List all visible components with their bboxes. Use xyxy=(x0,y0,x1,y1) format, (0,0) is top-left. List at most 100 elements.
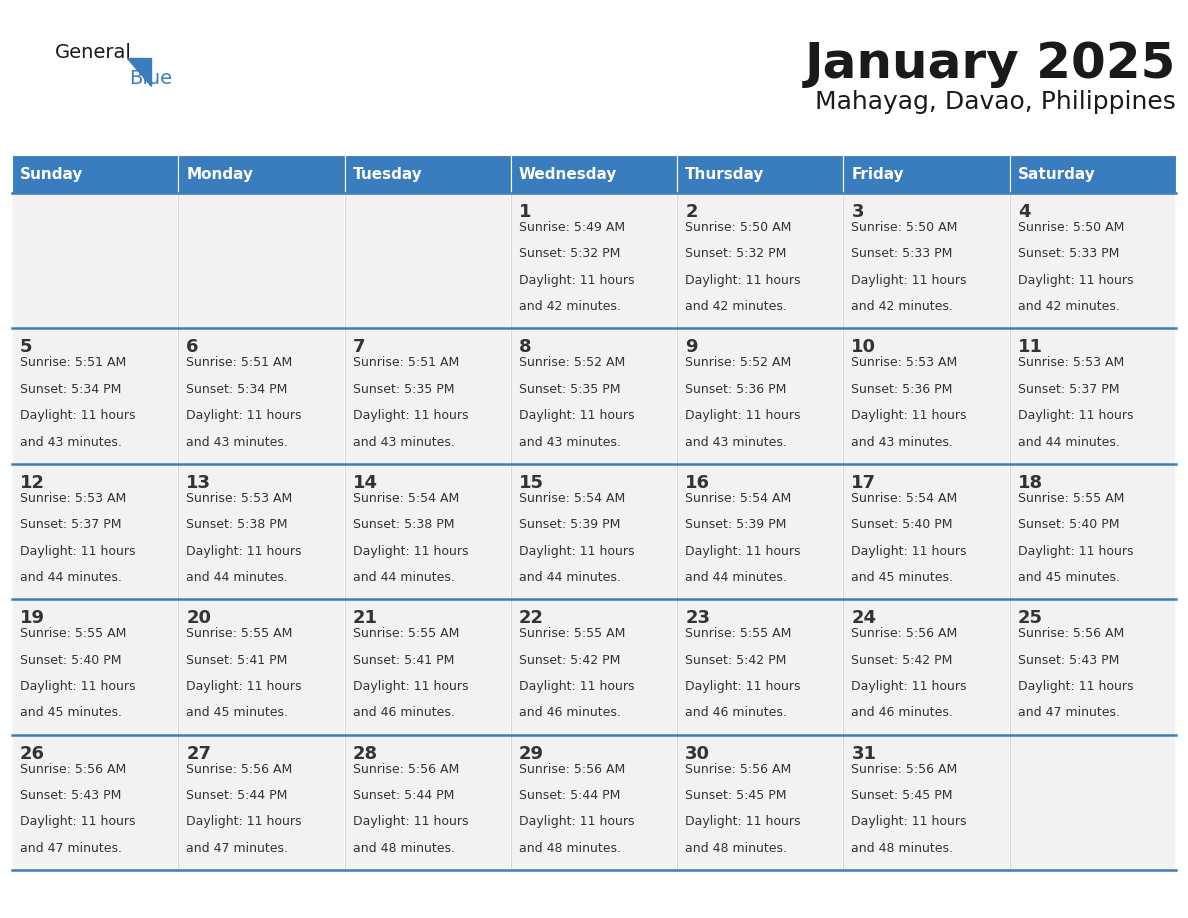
Text: Daylight: 11 hours: Daylight: 11 hours xyxy=(685,409,801,422)
Bar xyxy=(1010,329,1176,464)
Text: Sunrise: 5:53 AM: Sunrise: 5:53 AM xyxy=(852,356,958,369)
Text: and 44 minutes.: and 44 minutes. xyxy=(519,571,621,584)
Text: Daylight: 11 hours: Daylight: 11 hours xyxy=(685,544,801,557)
Text: 23: 23 xyxy=(685,610,710,627)
Text: 30: 30 xyxy=(685,744,710,763)
Bar xyxy=(677,464,843,599)
Text: and 46 minutes.: and 46 minutes. xyxy=(852,706,953,720)
Text: Blue: Blue xyxy=(129,69,172,88)
Text: and 46 minutes.: and 46 minutes. xyxy=(685,706,786,720)
Bar xyxy=(511,155,677,193)
Bar xyxy=(1010,464,1176,599)
Bar xyxy=(345,599,511,734)
Text: Sunset: 5:43 PM: Sunset: 5:43 PM xyxy=(1018,654,1119,666)
Text: Daylight: 11 hours: Daylight: 11 hours xyxy=(1018,544,1133,557)
Text: Sunset: 5:40 PM: Sunset: 5:40 PM xyxy=(852,518,953,532)
Text: Sunrise: 5:55 AM: Sunrise: 5:55 AM xyxy=(187,627,292,640)
Text: Daylight: 11 hours: Daylight: 11 hours xyxy=(852,274,967,286)
Bar xyxy=(843,193,1010,329)
Text: and 47 minutes.: and 47 minutes. xyxy=(187,842,289,855)
Bar xyxy=(178,599,345,734)
Text: Daylight: 11 hours: Daylight: 11 hours xyxy=(353,815,468,828)
Text: Daylight: 11 hours: Daylight: 11 hours xyxy=(187,680,302,693)
Text: Daylight: 11 hours: Daylight: 11 hours xyxy=(20,544,135,557)
Text: Sunset: 5:44 PM: Sunset: 5:44 PM xyxy=(187,789,287,802)
Text: 4: 4 xyxy=(1018,203,1030,221)
Text: Sunrise: 5:56 AM: Sunrise: 5:56 AM xyxy=(353,763,459,776)
Text: and 45 minutes.: and 45 minutes. xyxy=(20,706,122,720)
Text: and 46 minutes.: and 46 minutes. xyxy=(519,706,621,720)
Text: 10: 10 xyxy=(852,339,877,356)
Bar xyxy=(178,329,345,464)
Text: Daylight: 11 hours: Daylight: 11 hours xyxy=(187,815,302,828)
Text: Sunrise: 5:52 AM: Sunrise: 5:52 AM xyxy=(519,356,625,369)
Bar xyxy=(1010,155,1176,193)
Text: Sunrise: 5:50 AM: Sunrise: 5:50 AM xyxy=(852,221,958,234)
Text: and 48 minutes.: and 48 minutes. xyxy=(685,842,788,855)
Bar xyxy=(843,599,1010,734)
Text: 28: 28 xyxy=(353,744,378,763)
Text: Daylight: 11 hours: Daylight: 11 hours xyxy=(685,815,801,828)
Text: Sunrise: 5:51 AM: Sunrise: 5:51 AM xyxy=(353,356,459,369)
Text: Sunset: 5:42 PM: Sunset: 5:42 PM xyxy=(685,654,786,666)
Text: Daylight: 11 hours: Daylight: 11 hours xyxy=(187,544,302,557)
Bar xyxy=(178,464,345,599)
Text: Sunrise: 5:54 AM: Sunrise: 5:54 AM xyxy=(852,492,958,505)
Text: Daylight: 11 hours: Daylight: 11 hours xyxy=(20,409,135,422)
Text: Daylight: 11 hours: Daylight: 11 hours xyxy=(519,274,634,286)
Text: Sunset: 5:44 PM: Sunset: 5:44 PM xyxy=(519,789,620,802)
Bar xyxy=(843,464,1010,599)
Text: Sunday: Sunday xyxy=(20,166,83,182)
Text: and 45 minutes.: and 45 minutes. xyxy=(187,706,289,720)
Bar xyxy=(843,734,1010,870)
Text: 24: 24 xyxy=(852,610,877,627)
Text: Daylight: 11 hours: Daylight: 11 hours xyxy=(1018,680,1133,693)
Text: Sunset: 5:43 PM: Sunset: 5:43 PM xyxy=(20,789,121,802)
Text: 17: 17 xyxy=(852,474,877,492)
Text: Sunset: 5:40 PM: Sunset: 5:40 PM xyxy=(1018,518,1119,532)
Text: Daylight: 11 hours: Daylight: 11 hours xyxy=(685,274,801,286)
Text: Sunset: 5:38 PM: Sunset: 5:38 PM xyxy=(187,518,287,532)
Text: Sunset: 5:40 PM: Sunset: 5:40 PM xyxy=(20,654,121,666)
Bar xyxy=(12,155,178,193)
Text: and 46 minutes.: and 46 minutes. xyxy=(353,706,455,720)
Bar xyxy=(511,193,677,329)
Text: 12: 12 xyxy=(20,474,45,492)
Text: General: General xyxy=(55,43,132,62)
Text: 7: 7 xyxy=(353,339,365,356)
Text: Sunrise: 5:55 AM: Sunrise: 5:55 AM xyxy=(1018,492,1124,505)
Bar xyxy=(12,599,178,734)
Text: Sunrise: 5:56 AM: Sunrise: 5:56 AM xyxy=(685,763,791,776)
Text: Sunset: 5:32 PM: Sunset: 5:32 PM xyxy=(685,247,786,261)
Text: Sunrise: 5:55 AM: Sunrise: 5:55 AM xyxy=(685,627,791,640)
Text: Sunset: 5:41 PM: Sunset: 5:41 PM xyxy=(187,654,287,666)
Bar xyxy=(345,734,511,870)
Text: Wednesday: Wednesday xyxy=(519,166,618,182)
Text: Sunrise: 5:56 AM: Sunrise: 5:56 AM xyxy=(852,627,958,640)
Text: Sunrise: 5:54 AM: Sunrise: 5:54 AM xyxy=(353,492,459,505)
Text: Daylight: 11 hours: Daylight: 11 hours xyxy=(685,680,801,693)
Text: 27: 27 xyxy=(187,744,211,763)
Text: Sunrise: 5:53 AM: Sunrise: 5:53 AM xyxy=(1018,356,1124,369)
Text: and 42 minutes.: and 42 minutes. xyxy=(685,300,786,313)
Text: Daylight: 11 hours: Daylight: 11 hours xyxy=(20,680,135,693)
Text: 5: 5 xyxy=(20,339,32,356)
Text: and 43 minutes.: and 43 minutes. xyxy=(852,435,953,449)
Text: Sunrise: 5:56 AM: Sunrise: 5:56 AM xyxy=(187,763,292,776)
Text: and 47 minutes.: and 47 minutes. xyxy=(1018,706,1120,720)
Text: and 48 minutes.: and 48 minutes. xyxy=(353,842,455,855)
Text: 15: 15 xyxy=(519,474,544,492)
Text: Sunset: 5:45 PM: Sunset: 5:45 PM xyxy=(852,789,953,802)
Text: Sunset: 5:36 PM: Sunset: 5:36 PM xyxy=(852,383,953,396)
Text: Daylight: 11 hours: Daylight: 11 hours xyxy=(519,409,634,422)
Bar xyxy=(345,193,511,329)
Text: 29: 29 xyxy=(519,744,544,763)
Text: Sunset: 5:44 PM: Sunset: 5:44 PM xyxy=(353,789,454,802)
Text: Sunset: 5:37 PM: Sunset: 5:37 PM xyxy=(20,518,121,532)
Text: Sunrise: 5:50 AM: Sunrise: 5:50 AM xyxy=(685,221,791,234)
Text: 16: 16 xyxy=(685,474,710,492)
Bar xyxy=(677,599,843,734)
Text: and 48 minutes.: and 48 minutes. xyxy=(852,842,954,855)
Text: Daylight: 11 hours: Daylight: 11 hours xyxy=(519,815,634,828)
Text: 8: 8 xyxy=(519,339,531,356)
